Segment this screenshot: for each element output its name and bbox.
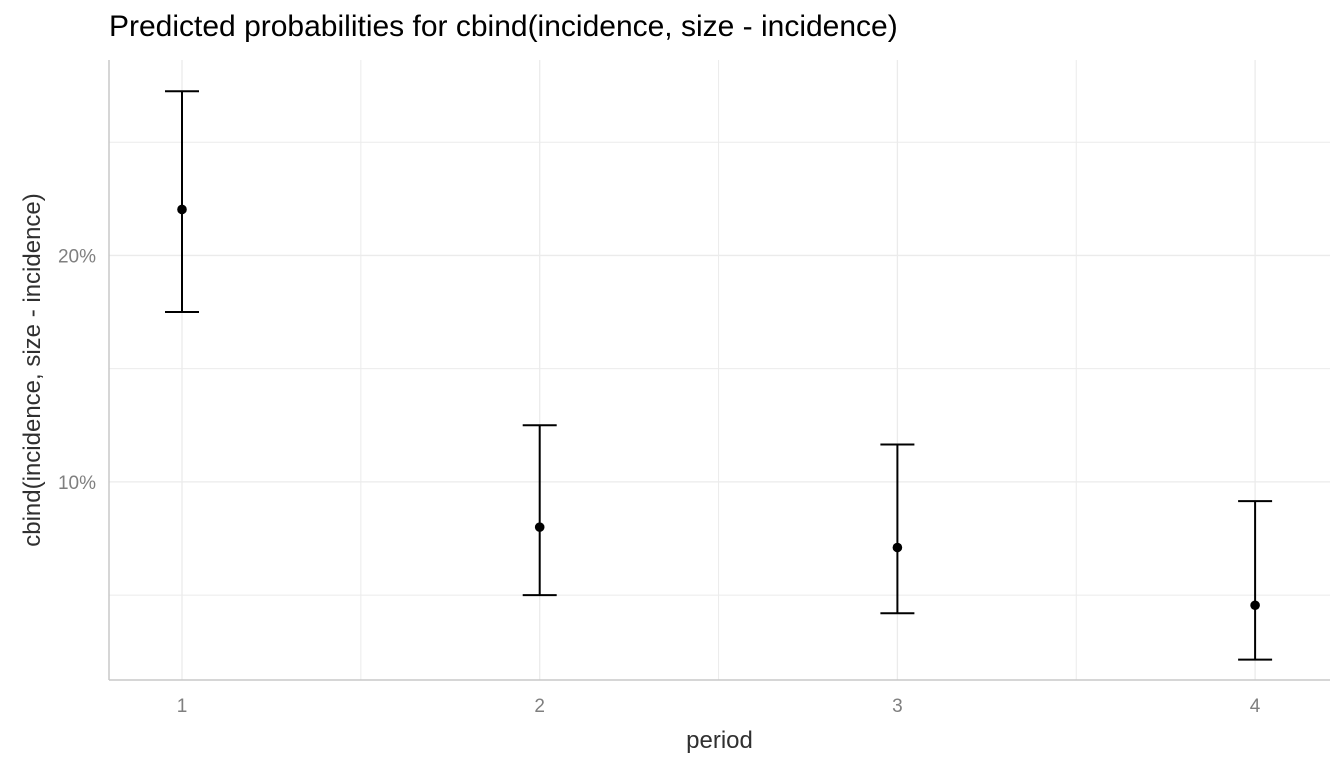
data-point-3 <box>892 542 903 553</box>
chart-title: Predicted probabilities for cbind(incide… <box>109 10 898 43</box>
minor-gridlines <box>109 60 1330 680</box>
y-tick-label: 10% <box>58 473 96 494</box>
data-marks <box>165 90 1273 661</box>
data-point-2 <box>534 522 545 532</box>
major-gridlines <box>109 60 1330 680</box>
x-tick-label: 2 <box>534 696 545 717</box>
axes <box>108 60 1330 681</box>
x-tick-label: 4 <box>1250 696 1261 717</box>
x-tick-label: 3 <box>892 696 903 717</box>
x-axis-title: period <box>686 727 753 754</box>
tick-labels: 10% 20% 1 2 3 4 <box>58 246 1261 717</box>
data-point-4 <box>1250 600 1260 611</box>
y-tick-label: 20% <box>58 246 96 267</box>
data-point-1 <box>177 204 187 215</box>
x-tick-label: 1 <box>177 696 188 717</box>
y-axis-title: cbind(incidence, size - incidence) <box>19 193 46 547</box>
